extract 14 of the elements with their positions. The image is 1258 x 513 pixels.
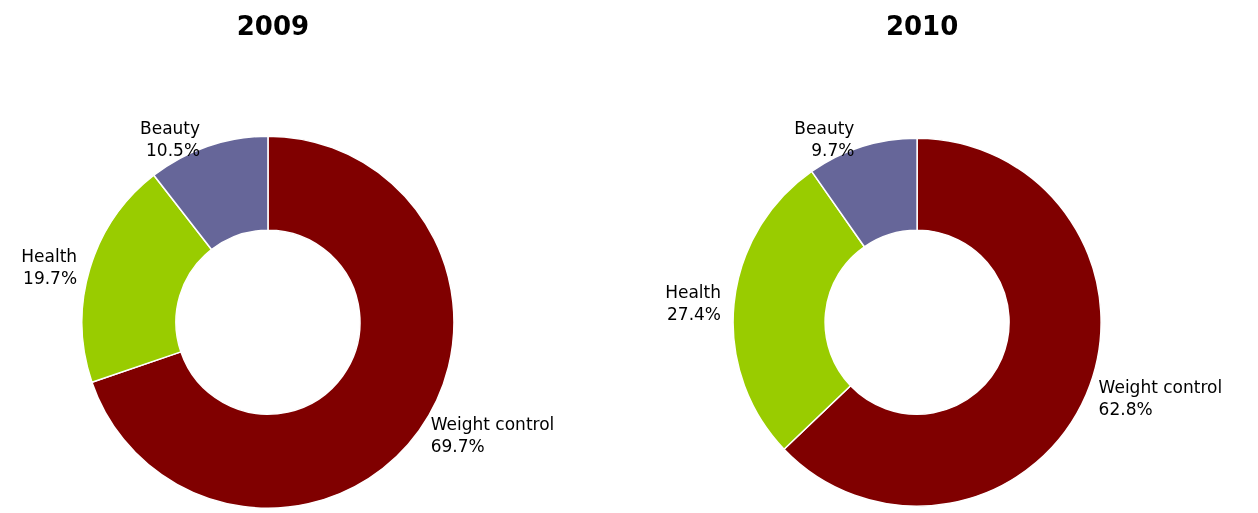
slice-label: Weight control: [1098, 376, 1223, 397]
slice-label: Health: [21, 245, 78, 266]
slice-label: Beauty: [140, 117, 201, 138]
data-label: 27.4%: [667, 304, 722, 325]
data-label: 19.7%: [23, 267, 78, 288]
slice-label: Beauty: [794, 118, 855, 139]
chart-title: 2010: [885, 11, 959, 41]
slice-label: Weight control: [430, 414, 555, 435]
data-label: 62.8%: [1098, 398, 1153, 419]
data-label: 10.5%: [146, 139, 201, 160]
data-label: 9.7%: [811, 140, 855, 161]
slice-label: Health: [665, 282, 722, 303]
chart-title: 2009: [236, 11, 310, 41]
data-label: 69.7%: [430, 436, 485, 457]
